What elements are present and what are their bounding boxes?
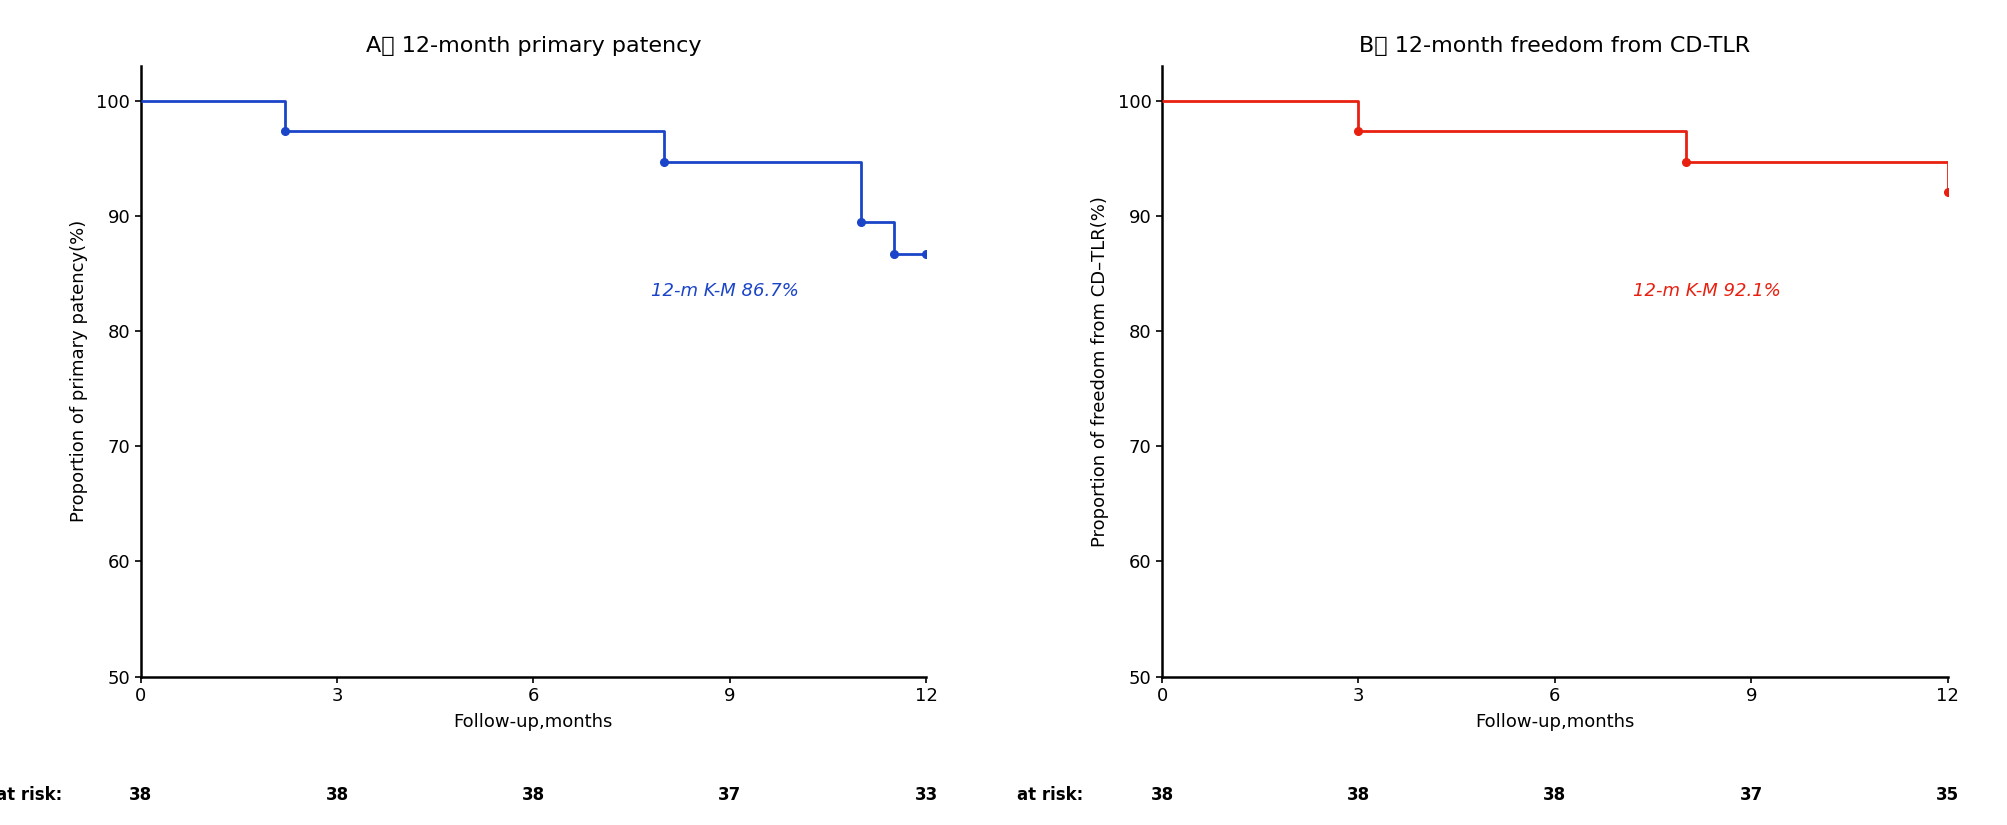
Text: 38: 38: [1347, 786, 1369, 804]
Title: B、 12-month freedom from CD-TLR: B、 12-month freedom from CD-TLR: [1359, 36, 1750, 56]
Text: at risk:: at risk:: [0, 786, 62, 804]
X-axis label: Follow-up,months: Follow-up,months: [1475, 714, 1634, 731]
X-axis label: Follow-up,months: Follow-up,months: [454, 714, 612, 731]
Text: 38: 38: [128, 786, 153, 804]
Text: 12-m K-M 92.1%: 12-m K-M 92.1%: [1632, 281, 1780, 299]
Text: 38: 38: [522, 786, 544, 804]
Text: 38: 38: [325, 786, 349, 804]
Text: 38: 38: [1543, 786, 1565, 804]
Text: 38: 38: [1150, 786, 1172, 804]
Text: 37: 37: [1738, 786, 1762, 804]
Text: 35: 35: [1935, 786, 1959, 804]
Text: at risk:: at risk:: [1018, 786, 1084, 804]
Y-axis label: Proportion of freedom from CD–TLR(%): Proportion of freedom from CD–TLR(%): [1092, 196, 1108, 547]
Text: 12-m K-M 86.7%: 12-m K-M 86.7%: [650, 281, 799, 299]
Text: 37: 37: [719, 786, 741, 804]
Y-axis label: Proportion of primary patency(%): Proportion of primary patency(%): [70, 220, 88, 522]
Title: A、 12-month primary patency: A、 12-month primary patency: [365, 36, 700, 56]
Text: 33: 33: [915, 786, 937, 804]
